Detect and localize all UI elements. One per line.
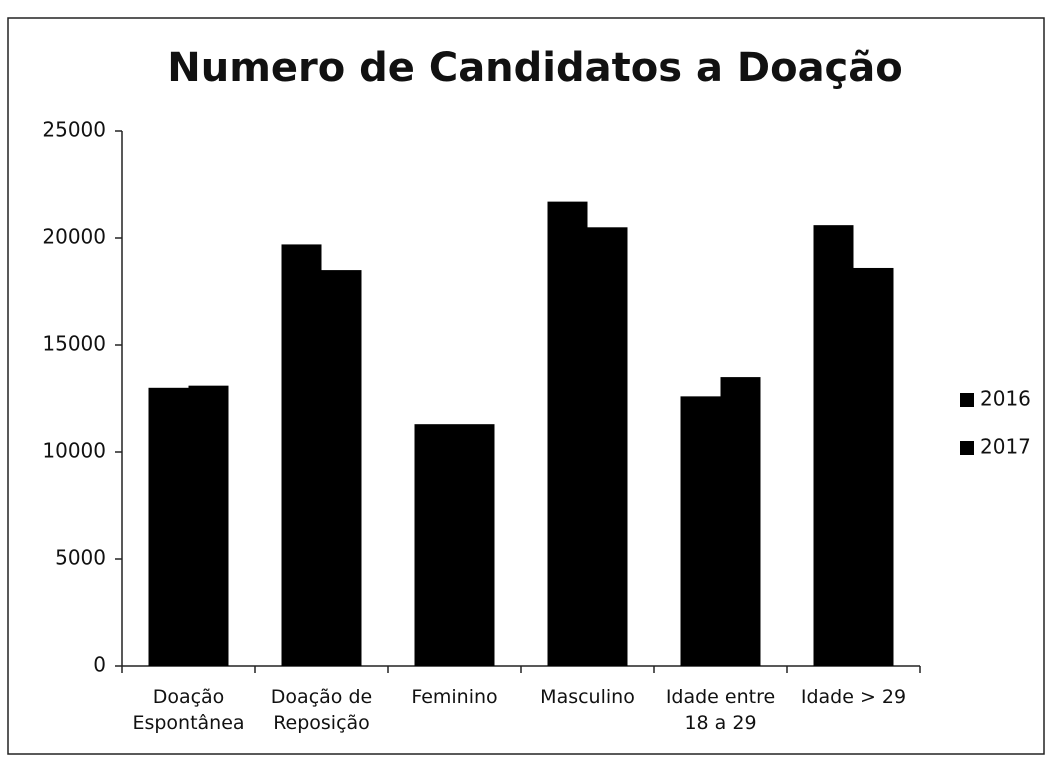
x-tick-label: Doação Espontânea	[132, 686, 245, 734]
y-tick-label: 0	[93, 653, 106, 677]
y-tick-label: 20000	[42, 225, 106, 249]
y-tick-label: 15000	[42, 332, 106, 356]
bar	[281, 244, 322, 667]
bar	[587, 227, 628, 667]
x-tick-label: Feminino	[411, 686, 498, 708]
bar	[813, 225, 854, 666]
bar	[720, 377, 761, 666]
legend-swatch	[960, 441, 974, 455]
bar	[414, 424, 455, 666]
x-tick-label: Idade entre 18 a 29	[665, 686, 776, 734]
bar	[148, 387, 189, 666]
x-tick-label: Idade > 29	[800, 686, 907, 708]
legend-swatch	[960, 393, 974, 407]
frame	[7, 17, 1045, 755]
bar	[853, 267, 894, 666]
x-tick-label: Masculino	[540, 686, 635, 708]
bar	[188, 385, 229, 666]
y-tick-label: 10000	[42, 439, 106, 463]
y-tick-label: 25000	[42, 118, 106, 142]
bar	[547, 201, 588, 666]
legend-label: 2017	[980, 435, 1031, 459]
bar	[680, 396, 721, 666]
y-tick-label: 5000	[55, 546, 106, 570]
x-tick-label: Doação de Reposição	[270, 686, 373, 734]
bar	[321, 270, 362, 666]
legend-label: 2016	[980, 387, 1031, 411]
chart-title: Numero de Candidatos a Doação	[167, 45, 903, 91]
bar	[454, 424, 495, 666]
